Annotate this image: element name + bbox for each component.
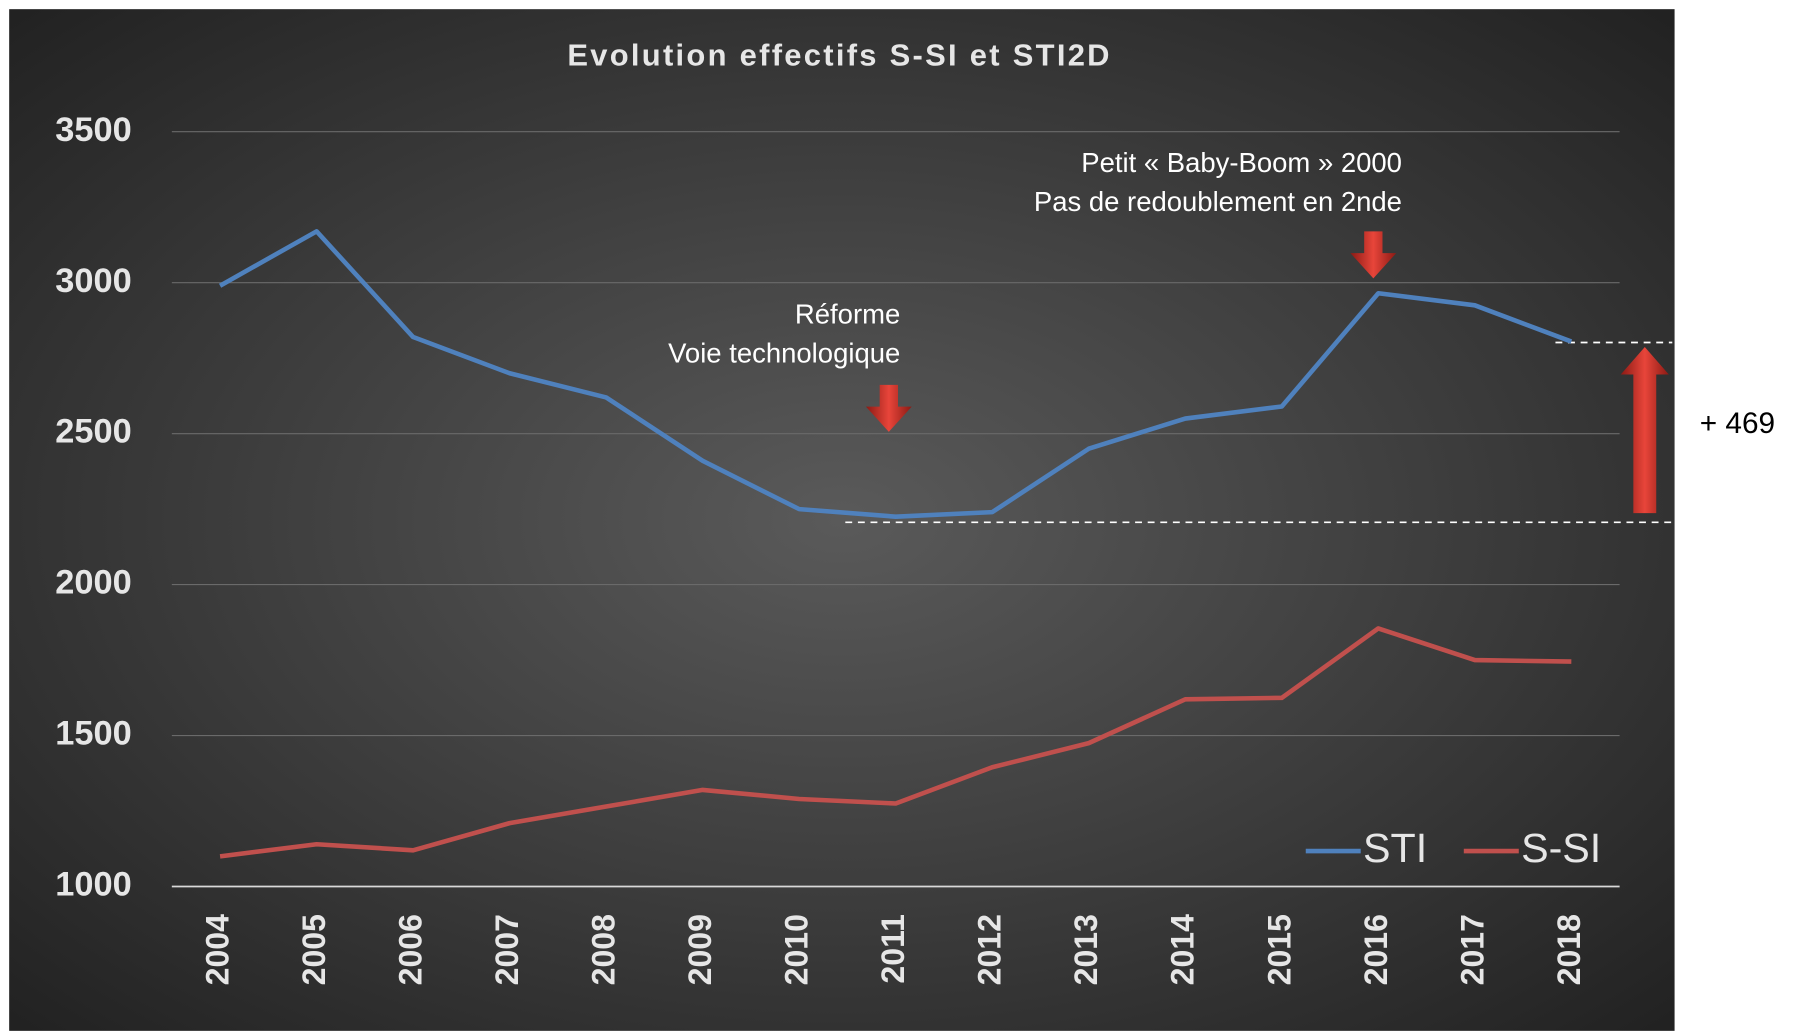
x-tick-label: 2009 [682, 914, 718, 985]
annotation: Pas de redoublement en 2nde [1034, 186, 1402, 217]
x-tick-label: 2013 [1068, 914, 1104, 985]
x-tick-label: 2011 [875, 914, 911, 984]
y-tick-label: 2500 [55, 413, 131, 451]
y-tick-label: 1500 [55, 715, 131, 753]
x-tick-label: 2005 [296, 914, 332, 985]
y-tick-label: 1000 [55, 866, 131, 904]
x-tick-label: 2012 [972, 914, 1008, 985]
plot-background [9, 9, 1675, 1031]
x-tick-label: 2006 [393, 914, 429, 985]
legend-label: STI [1363, 825, 1427, 871]
x-tick-label: 2016 [1358, 914, 1394, 985]
down-arrow [1350, 231, 1397, 279]
annotation: + 469 [1700, 407, 1775, 440]
series-line [219, 626, 1572, 859]
y-tick-label: 3000 [55, 262, 131, 300]
y-tick-label: 3500 [55, 111, 131, 149]
x-tick-label: 2004 [200, 914, 236, 985]
y-tick-label: 2000 [55, 564, 131, 602]
annotation: Voie technologique [668, 337, 900, 368]
legend-label: S-SI [1521, 825, 1601, 871]
x-tick-label: 2014 [1165, 914, 1201, 985]
x-tick-label: 2007 [489, 914, 525, 985]
up-arrow [1620, 347, 1669, 514]
annotation: Petit « Baby-Boom » 2000 [1081, 147, 1402, 178]
x-tick-label: 2017 [1454, 914, 1490, 985]
x-tick-label: 2010 [779, 914, 815, 985]
x-tick-label: 2008 [586, 914, 622, 985]
down-arrow [865, 384, 912, 432]
x-tick-label: 2018 [1551, 914, 1587, 985]
annotation: Réforme [795, 298, 900, 329]
chart-title: Evolution effectifs S-SI et STI2D [567, 37, 1111, 72]
series-line [218, 229, 1573, 519]
x-tick-label: 2015 [1261, 914, 1297, 985]
